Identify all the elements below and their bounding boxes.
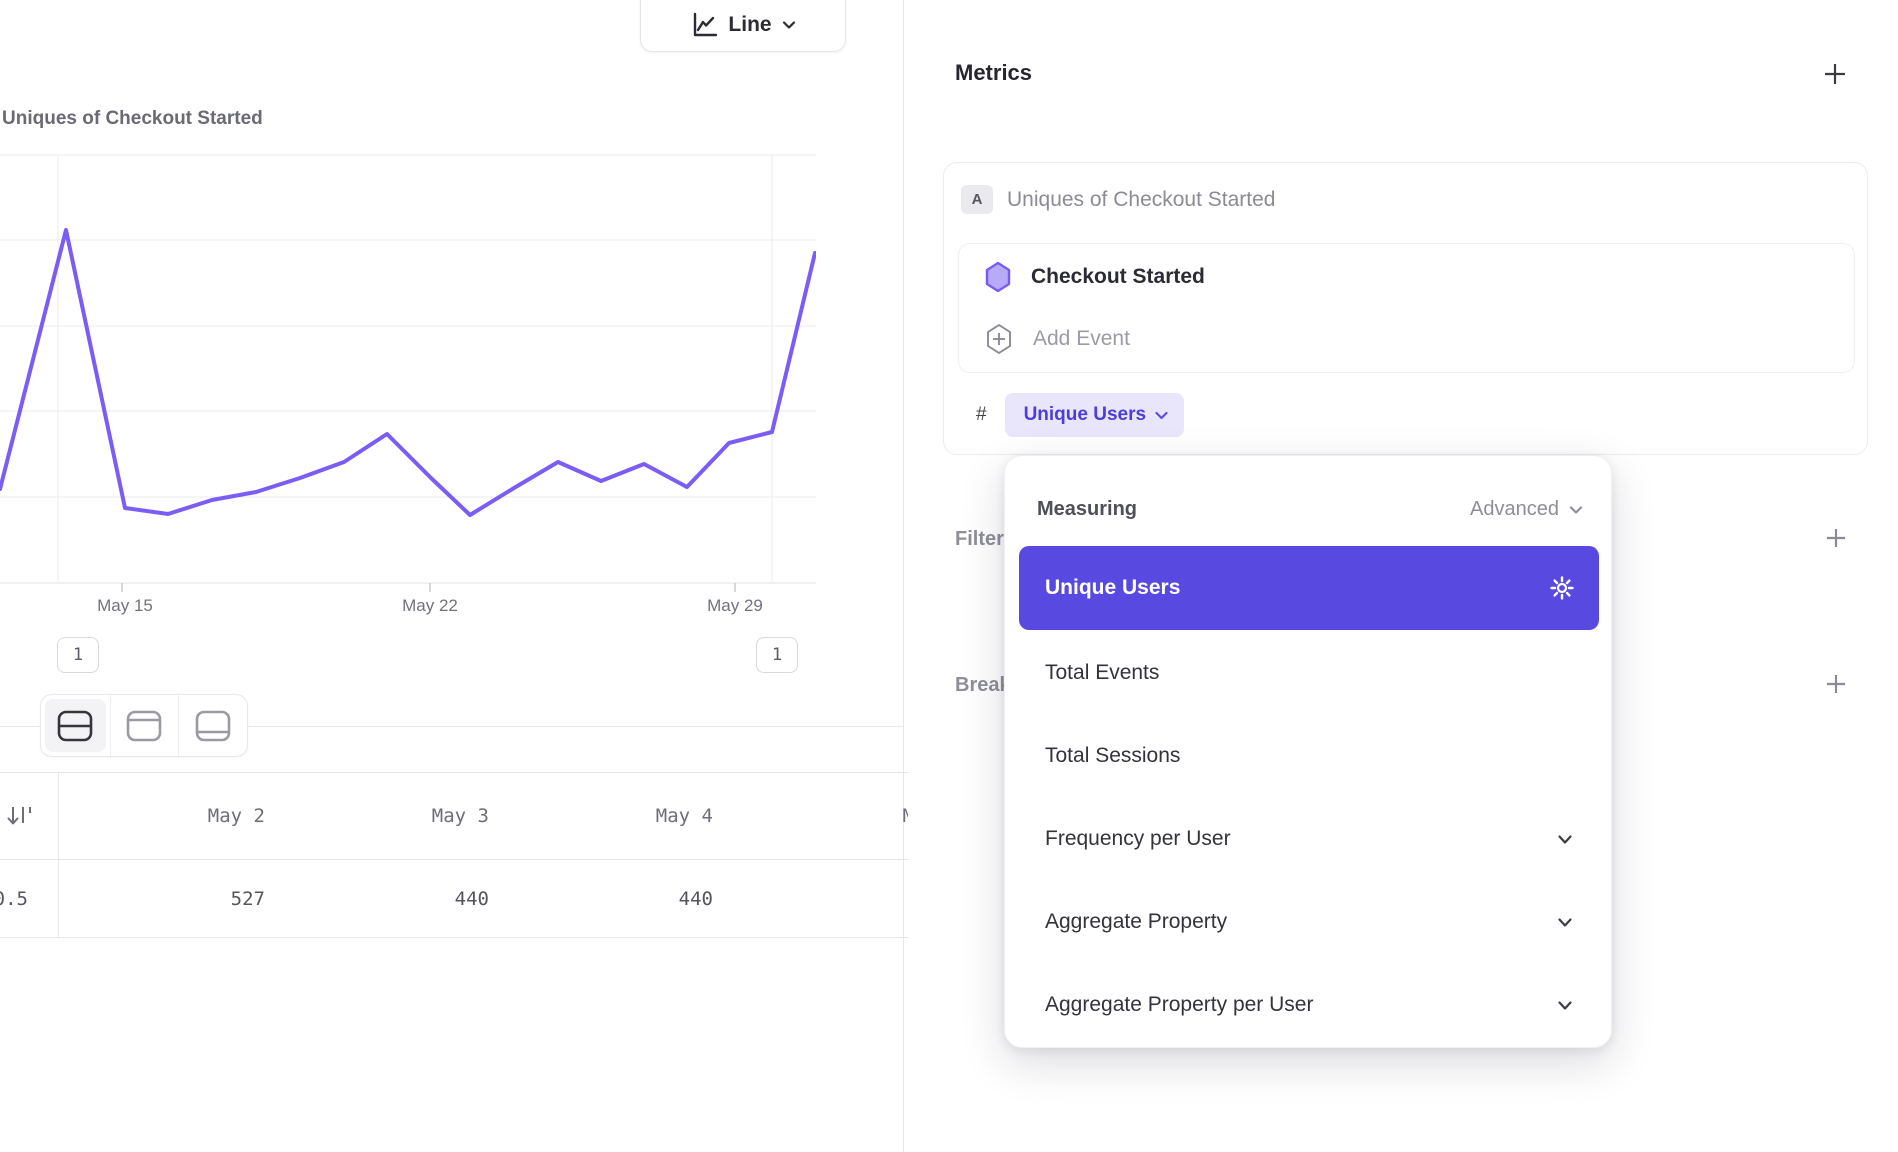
table-header[interactable]: May 3 [431, 805, 489, 827]
metrics-section-title: Metrics [955, 60, 1033, 85]
table-row: 0.5 527 440 440 51 [0, 860, 908, 938]
event-card: Checkout Started Add Event [958, 243, 1855, 373]
x-axis-label: May 15 [97, 596, 153, 615]
measurement-value: Unique Users [1023, 404, 1147, 425]
plus-icon [1825, 64, 1845, 84]
range-handle-left[interactable]: 1 [57, 637, 99, 673]
chevron-down-icon [1557, 1000, 1573, 1011]
metric-row-badge: A [961, 185, 993, 214]
table-sort-header[interactable] [0, 773, 59, 859]
table-header[interactable]: May 2 [207, 805, 265, 827]
x-axis-label: May 29 [707, 596, 763, 615]
chevron-down-icon [1155, 411, 1168, 420]
chevron-down-icon [782, 20, 796, 30]
view-toggle-table-only[interactable] [178, 695, 247, 756]
menu-item-frequency-per-user[interactable]: Frequency per User [1019, 799, 1599, 879]
gridlines [0, 154, 816, 592]
table-value: 527 [230, 887, 265, 910]
chevron-down-icon [1557, 917, 1573, 928]
measuring-label: Measuring [1037, 498, 1138, 520]
menu-item-unique-users[interactable]: Unique Users [1019, 546, 1599, 630]
add-filter-button[interactable] [1822, 524, 1850, 552]
range-handle-right[interactable]: 1 [756, 637, 798, 673]
event-row[interactable]: Checkout Started [985, 258, 1205, 296]
line-chart-icon [690, 11, 718, 39]
panel-top-icon [127, 710, 162, 741]
plus-icon [1827, 529, 1845, 547]
sort-descending-icon [7, 807, 31, 825]
table-header[interactable]: May [715, 773, 908, 859]
add-event-label: Add Event [1033, 327, 1130, 350]
advanced-mode-toggle[interactable]: Advanced [1470, 498, 1583, 521]
advanced-label: Advanced [1470, 498, 1559, 520]
view-toggle-chart-only[interactable] [109, 695, 179, 756]
chevron-down-icon [1569, 505, 1583, 514]
table-value: 440 [454, 887, 489, 910]
add-metric-button[interactable] [1821, 60, 1849, 88]
gear-icon[interactable] [1549, 575, 1575, 601]
event-name: Checkout Started [1031, 265, 1205, 288]
table-value: 440 [678, 887, 713, 910]
metric-name: Uniques of Checkout Started [1007, 187, 1276, 211]
event-hexagon-icon [985, 261, 1011, 293]
menu-item-total-events[interactable]: Total Events [1045, 661, 1160, 684]
section-divider [0, 726, 903, 727]
add-breakdown-button[interactable] [1822, 670, 1850, 698]
measurement-dropdown-pill[interactable]: Unique Users [1004, 393, 1185, 437]
table-header[interactable]: May 4 [655, 805, 713, 827]
chevron-down-icon [1557, 834, 1573, 845]
table-frozen-value: 0.5 [0, 860, 59, 937]
menu-item-aggregate-property-per-user[interactable]: Aggregate Property per User [1019, 965, 1599, 1045]
line-chart-plot[interactable] [0, 128, 816, 596]
x-axis-label: May 22 [402, 596, 458, 615]
view-toggle-group [40, 694, 248, 757]
measure-prefix: # [976, 404, 987, 425]
series-line [0, 228, 816, 517]
chart-title: Uniques of Checkout Started [2, 108, 263, 129]
measurement-dropdown-menu: Measuring Advanced Unique Users [1004, 455, 1612, 1048]
add-event-hexagon-plus-icon [987, 324, 1011, 354]
chart-type-label: Line [728, 13, 772, 36]
metric-card: A Uniques of Checkout Started Checkout S… [943, 162, 1868, 455]
chart-type-button[interactable]: Line [640, 0, 846, 52]
plus-icon [1827, 675, 1845, 693]
menu-item-total-sessions[interactable]: Total Sessions [1045, 744, 1181, 767]
results-table: May 2 May 3 May 4 May 0.5 527 440 440 51 [0, 772, 908, 938]
panel-bottom-icon [195, 710, 231, 741]
filters-section-title: Filters [955, 528, 1016, 550]
menu-item-aggregate-property[interactable]: Aggregate Property [1019, 882, 1599, 962]
split-horizontal-icon [58, 710, 93, 741]
add-event-button[interactable]: Add Event [985, 320, 1130, 358]
table-value: 51 [715, 860, 908, 937]
pane-divider [903, 0, 904, 1152]
view-toggle-split[interactable] [41, 695, 110, 756]
